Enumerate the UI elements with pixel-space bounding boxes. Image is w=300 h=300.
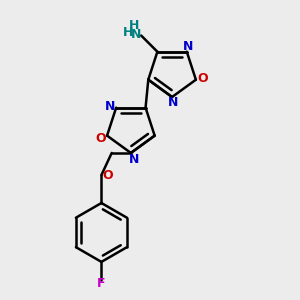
- Text: H: H: [129, 19, 140, 32]
- Text: N: N: [129, 153, 139, 166]
- Text: F: F: [97, 278, 106, 290]
- Text: O: O: [197, 72, 208, 85]
- Text: O: O: [103, 169, 113, 182]
- Text: O: O: [95, 131, 106, 145]
- Text: N: N: [183, 40, 194, 53]
- Text: N: N: [131, 28, 141, 40]
- Text: N: N: [168, 96, 179, 109]
- Text: N: N: [104, 100, 115, 113]
- Text: H: H: [122, 26, 133, 39]
